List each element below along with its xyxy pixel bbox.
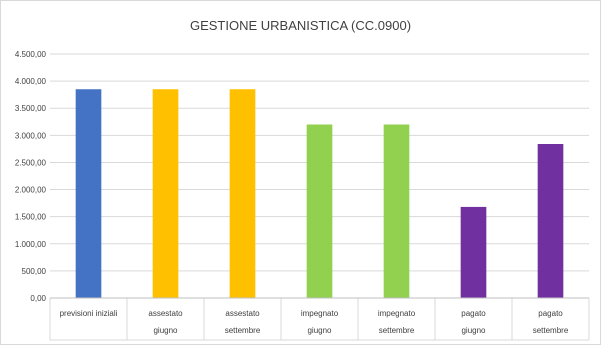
y-tick-label: 1.000,00 (15, 240, 47, 249)
y-tick-label: 4.000,00 (15, 77, 47, 86)
y-tick-label: 3.500,00 (15, 104, 47, 113)
chart-title: GESTIONE URBANISTICA (CC.0900) (189, 18, 412, 33)
y-tick-label: 4.500,00 (15, 50, 47, 59)
category-label: previsioni iniziali (60, 309, 118, 318)
y-tick-label: 3.000,00 (15, 131, 47, 140)
category-label: pagato (461, 309, 486, 318)
bar (75, 89, 102, 298)
category-label: assestato (148, 309, 183, 318)
category-label: giugno (307, 326, 332, 335)
y-tick-label: 2.500,00 (15, 158, 47, 167)
category-label: impegnato (301, 309, 339, 318)
category-label: pagato (538, 309, 563, 318)
category-label: settembre (225, 326, 261, 335)
category-label: giugno (153, 326, 178, 335)
bar (306, 124, 333, 298)
bar (383, 124, 410, 298)
bar (229, 89, 256, 298)
category-label: impegnato (378, 309, 416, 318)
category-label: settembre (379, 326, 415, 335)
bar (460, 206, 487, 298)
bar (537, 144, 564, 298)
y-tick-label: 500,00 (22, 267, 47, 276)
bar (152, 89, 179, 298)
category-label: giugno (461, 326, 486, 335)
category-label: settembre (533, 326, 569, 335)
y-tick-label: 2.000,00 (15, 186, 47, 195)
y-tick-label: 0,00 (30, 294, 46, 303)
y-tick-label: 1.500,00 (15, 213, 47, 222)
category-label: assestato (225, 309, 260, 318)
